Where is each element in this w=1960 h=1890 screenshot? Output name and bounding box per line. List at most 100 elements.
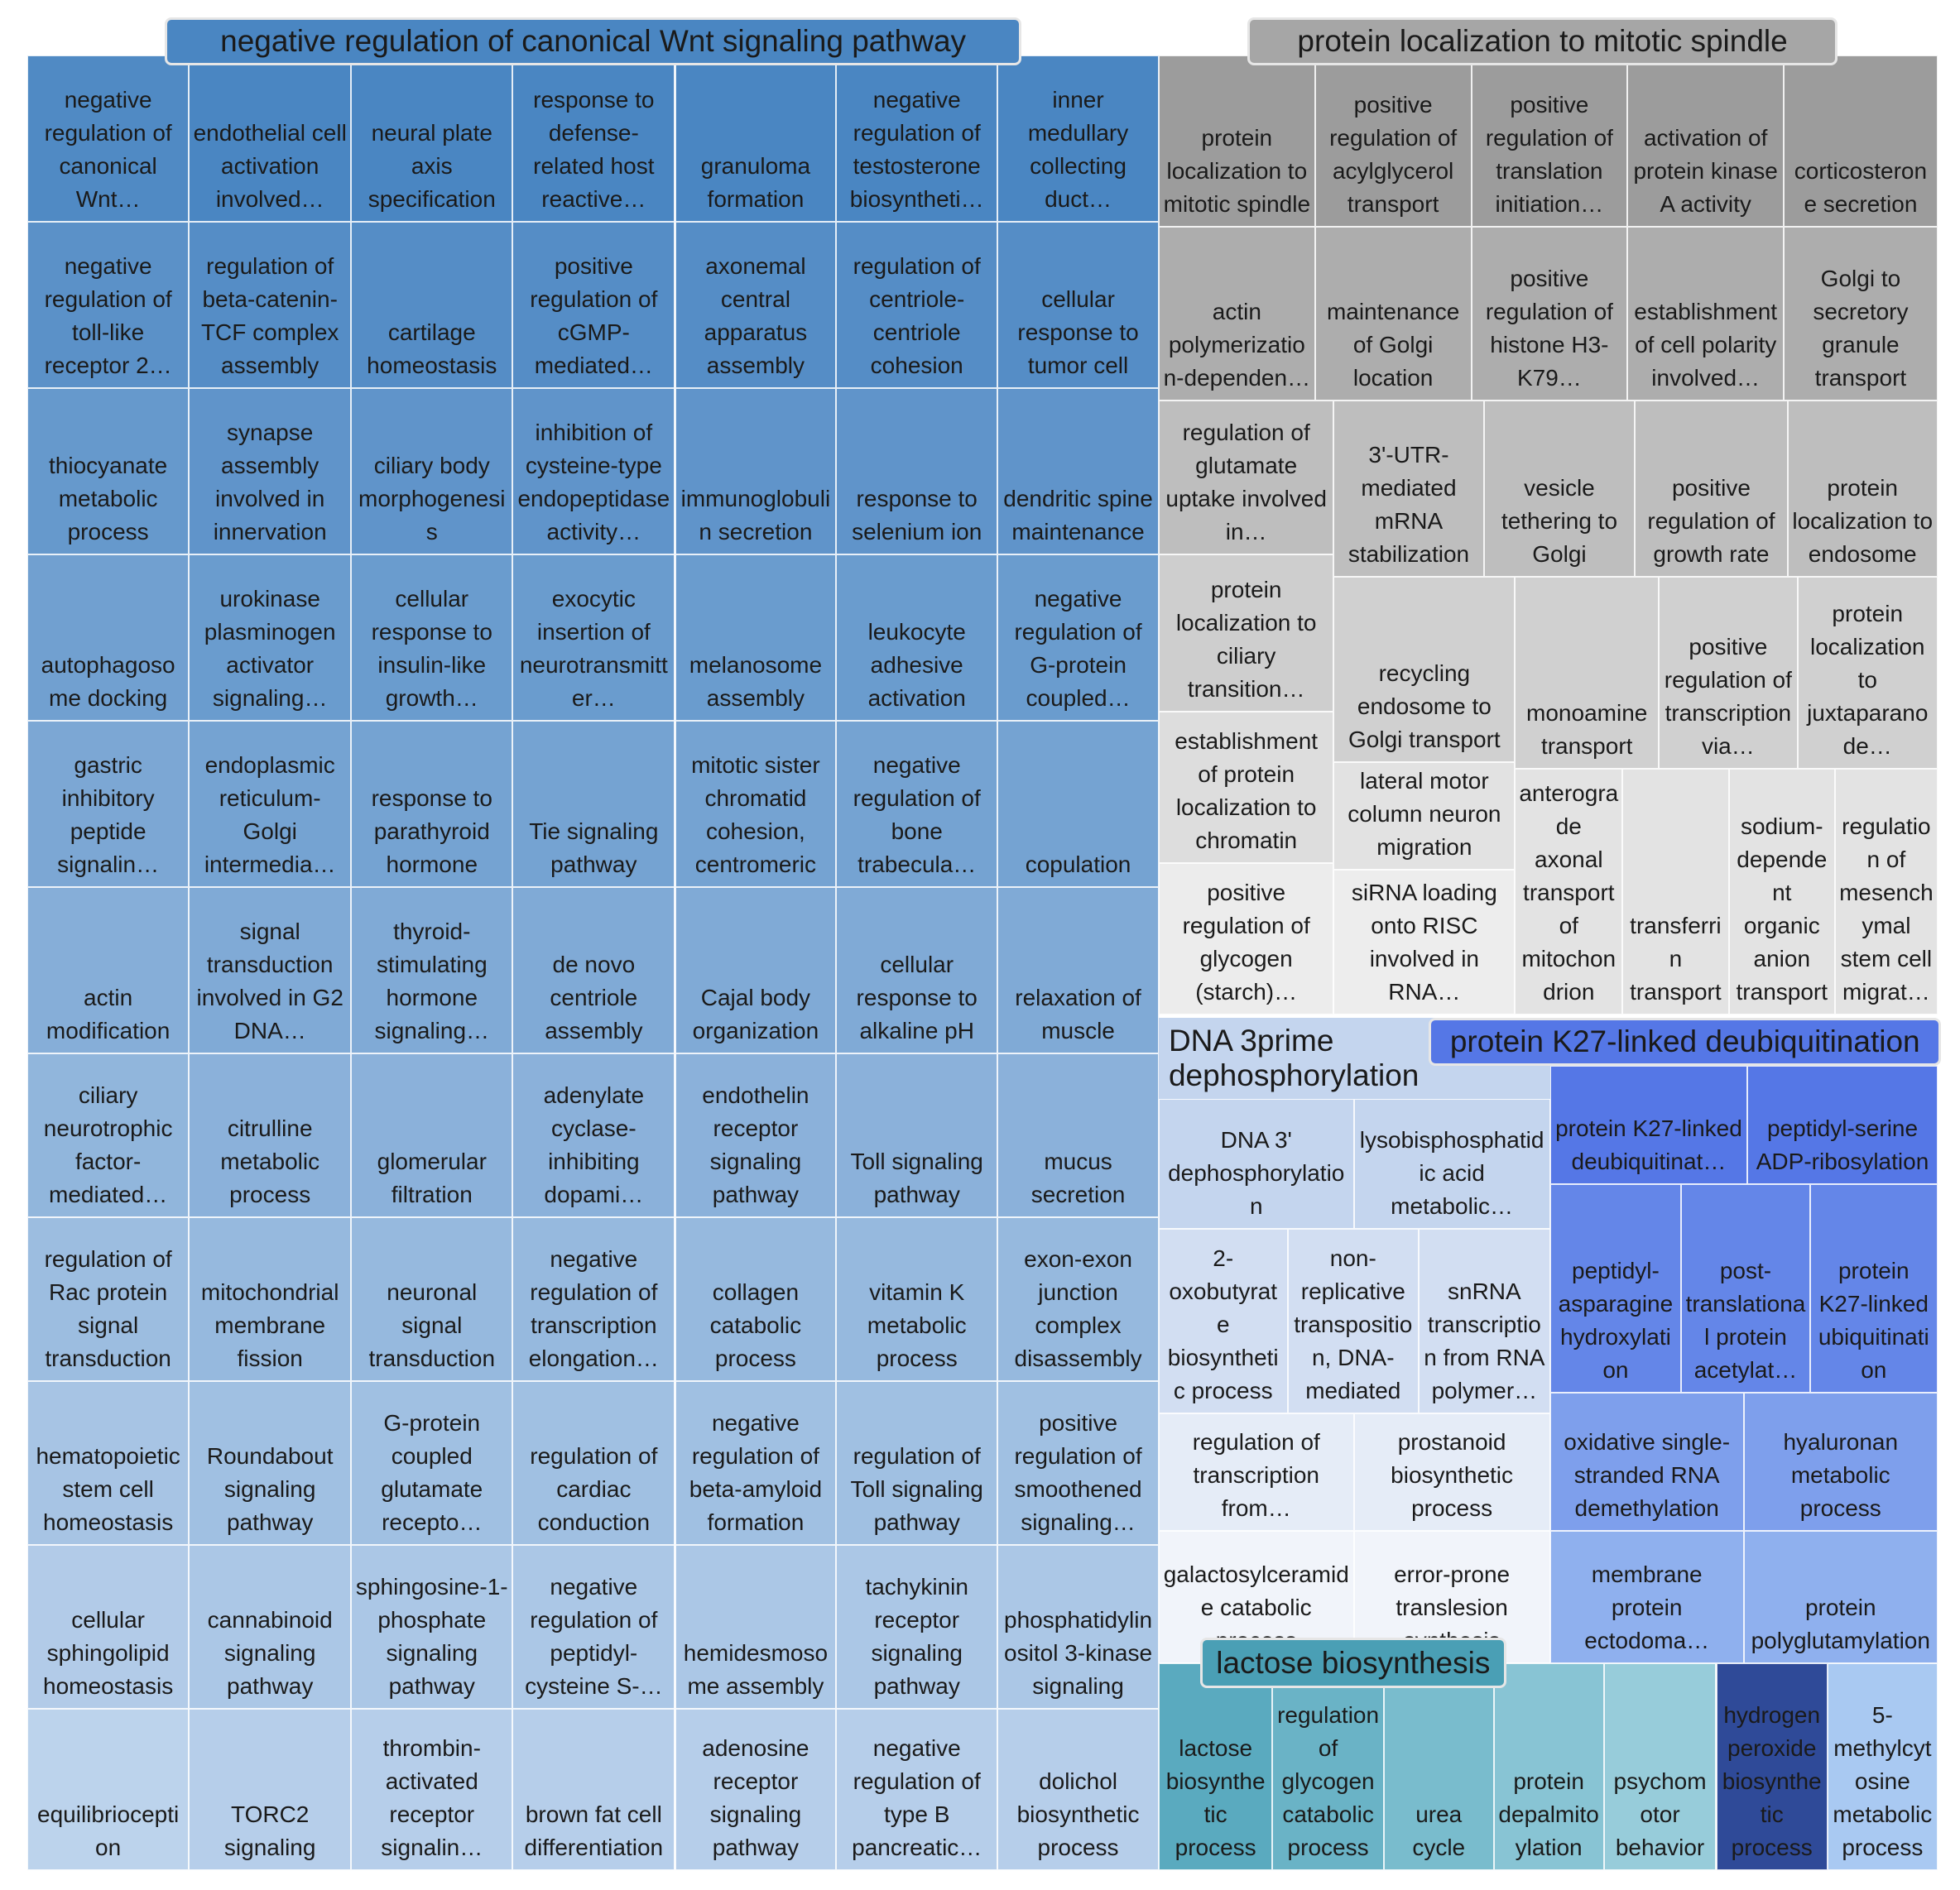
cell-label: regulation of transcription from… [1192, 1429, 1320, 1522]
cell-label: lateral motor column neuron migration [1348, 767, 1501, 860]
cell-label: hydrogen peroxide biosynthetic process [1722, 1701, 1822, 1860]
cell: inhibition of cysteine-type endopeptidas… [512, 387, 675, 554]
cell-label: citrulline metabolic process [220, 1115, 320, 1207]
cell: leukocyte adhesive activation [836, 554, 998, 721]
cell-label: phosphatidylinositol 3-kinase signaling [1004, 1606, 1153, 1699]
cell: sphingosine-1-phosphate signaling pathwa… [351, 1544, 513, 1709]
cell-label: negative regulation of canonical Wnt… [44, 86, 172, 212]
cell-label: peptidyl-asparagine hydroxylation [1558, 1257, 1674, 1383]
cell: anterograde axonal transport of mitochon… [1515, 768, 1623, 1015]
cell-label: ciliary body morphogenesis [358, 452, 506, 544]
cell-label: adenosine receptor signaling pathway [702, 1734, 809, 1860]
cell-label: endoplasmic reticulum-Golgi intermedia… [204, 751, 336, 877]
cell: Golgi to secretory granule transport [1784, 227, 1938, 401]
cell: cellular response to alkaline pH [836, 886, 998, 1053]
cell: hyaluronan metabolic process [1743, 1392, 1938, 1532]
cell: lysobisphosphatidic acid metabolic… [1353, 1098, 1550, 1229]
cell-label: thiocyanate metabolic process [49, 452, 168, 544]
cell: regulation of cardiac conduction [512, 1380, 675, 1545]
cell-label: relaxation of muscle [1015, 984, 1141, 1043]
cell-label: endothelial cell activation involved… [193, 119, 347, 212]
cell: positive regulation of cGMP-mediated… [512, 221, 675, 388]
cell: immunoglobulin secretion [675, 387, 837, 554]
cell: negative regulation of toll-like recepto… [27, 221, 190, 388]
cell: protein depalmitoylation [1493, 1662, 1604, 1870]
cell: exon-exon junction complex disassembly [997, 1216, 1159, 1381]
cell: dendritic spine maintenance [997, 387, 1159, 554]
cell-label: mitochondrial membrane fission [200, 1278, 339, 1371]
cell: negative regulation of type B pancreatic… [836, 1708, 998, 1870]
cell: adenosine receptor signaling pathway [675, 1708, 837, 1870]
cell-label: sodium-dependent organic anion transport [1736, 813, 1828, 1005]
cell-label: dendritic spine maintenance [1003, 485, 1153, 544]
cell-label: siRNA loading onto RISC involved in RNA… [1351, 879, 1497, 1005]
cell-label: protein K27-linked ubiquitination [1818, 1257, 1929, 1383]
cell: cartilage homeostasis [351, 221, 513, 388]
cell-label: membrane protein ectodoma… [1584, 1561, 1710, 1653]
cell: response to parathyroid hormone [351, 720, 513, 887]
cell-label: establishment of protein localization to… [1175, 728, 1319, 854]
cell-label: urokinase plasminogen activator signalin… [204, 585, 336, 711]
cell: thrombin-activated receptor signalin… [351, 1708, 513, 1870]
cell: siRNA loading onto RISC involved in RNA… [1333, 869, 1516, 1015]
cell: Tie signaling pathway [512, 720, 675, 887]
cell-label: immunoglobulin secretion [680, 485, 831, 544]
cell-label: response to selenium ion [852, 485, 982, 544]
cell: negative regulation of transcription elo… [512, 1216, 675, 1381]
cell: TORC2 signaling [189, 1708, 352, 1870]
cell-label: glomerular filtration [377, 1148, 487, 1207]
cell: actin polymerization-dependen… [1158, 227, 1315, 401]
cell: regulation of transcription from… [1158, 1413, 1354, 1532]
cell: endoplasmic reticulum-Golgi intermedia… [189, 720, 352, 887]
cell: regulation of glutamate uptake involved … [1158, 401, 1334, 554]
cell-label: Golgi to secretory granule transport [1813, 266, 1909, 391]
cell-label: cellular response to insulin-like growth… [371, 585, 492, 711]
cell-label: mitotic sister chromatid cohesion, centr… [691, 751, 820, 877]
cell: regulation of beta-catenin-TCF complex a… [189, 221, 352, 388]
cell-label: TORC2 signaling [223, 1801, 316, 1860]
cell-label: non-replicative transposition, DNA-media… [1294, 1245, 1413, 1404]
cell: protein K27-linked ubiquitination [1809, 1184, 1938, 1393]
cell: response to selenium ion [836, 387, 998, 554]
cell: axonemal central apparatus assembly [675, 221, 837, 388]
cell: hemidesmosome assembly [675, 1544, 837, 1709]
cell-label: negative regulation of bone trabecula… [853, 751, 981, 877]
cell: brown fat cell differentiation [512, 1708, 675, 1870]
cell: corticosterone secretion [1784, 55, 1938, 228]
cell-label: protein localization to endosome [1792, 475, 1934, 568]
cell: positive regulation of histone H3-K79… [1471, 227, 1628, 401]
cell-label: cellular response to tumor cell [1017, 285, 1139, 378]
cell-label: regulation of beta-catenin-TCF complex a… [200, 252, 339, 378]
cell-label: protein polyglutamylation [1751, 1594, 1930, 1653]
cell-label: positive regulation of translation initi… [1485, 92, 1613, 218]
cell-label: autophagosome docking [41, 651, 175, 711]
cell-label: thrombin-activated receptor signalin… [381, 1734, 483, 1860]
cell: Toll signaling pathway [836, 1053, 998, 1217]
cell-label: protein localization to ciliary transiti… [1175, 577, 1317, 703]
cell: oxidative single-stranded RNA demethylat… [1549, 1392, 1744, 1532]
cell: membrane protein ectodoma… [1549, 1531, 1744, 1663]
cell: thyroid-stimulating hormone signaling… [351, 886, 513, 1053]
cell-label: peptidyl-serine ADP-ribosylation [1756, 1115, 1929, 1175]
cell: 3'-UTR-mediated mRNA stabilization [1333, 401, 1484, 578]
cell-label: activation of protein kinase A activity [1633, 125, 1778, 218]
cell: regulation of Toll signaling pathway [836, 1380, 998, 1545]
cell: positive regulation of transcription via… [1659, 577, 1798, 769]
cell-label: regulation of cardiac conduction [530, 1442, 658, 1535]
cell-label: regulation of centriole-centriole cohesi… [853, 252, 981, 378]
cell: protein localization to ciliary transiti… [1158, 554, 1334, 712]
cell: snRNA transcription from RNA polymer… [1419, 1228, 1550, 1414]
cell-label: maintenance of Golgi location [1326, 299, 1460, 391]
cell: establishment of protein localization to… [1158, 712, 1334, 864]
cell-label: response to defense-related host reactiv… [533, 86, 655, 212]
cell-label: melanosome assembly [689, 651, 823, 711]
cell: regulation of centriole-centriole cohesi… [836, 221, 998, 388]
cell-label: positive regulation of smoothened signal… [1014, 1409, 1142, 1535]
cell: melanosome assembly [675, 554, 837, 721]
cell-label: regulation of glycogen catabolic process [1277, 1701, 1380, 1860]
cell-label: cellular sphingolipid homeostasis [43, 1606, 174, 1699]
cell-label: regulation of mesenchymal stem cell migr… [1839, 813, 1934, 1005]
cell-label: psychomotor behavior [1613, 1768, 1707, 1860]
cell-label: 5-methylcytosine metabolic process [1833, 1701, 1933, 1860]
cell: regulation of mesenchymal stem cell migr… [1834, 768, 1938, 1015]
